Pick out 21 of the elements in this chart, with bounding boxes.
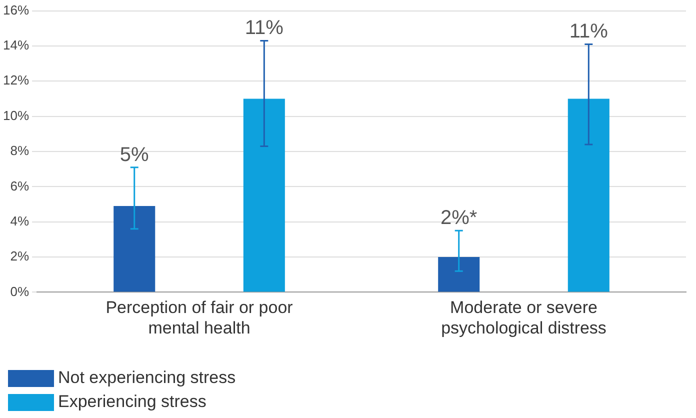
data-label: 11% xyxy=(569,20,608,43)
x-tick-label: Perception of fair or poor mental health xyxy=(106,298,294,338)
data-label: 2%* xyxy=(440,207,478,230)
y-tick-label: 4% xyxy=(10,213,30,228)
y-tick-label: 8% xyxy=(10,143,30,158)
legend-label: Experiencing stress xyxy=(58,392,206,412)
y-tick-label: 10% xyxy=(2,108,30,123)
y-tick-label: 2% xyxy=(10,248,30,264)
y-tick-label: 6% xyxy=(10,178,30,194)
y-tick-label: 0% xyxy=(10,284,30,299)
data-label: 5% xyxy=(120,144,150,166)
bar xyxy=(568,98,610,292)
y-tick-label: 14% xyxy=(2,38,30,53)
data-label: 11% xyxy=(244,17,284,40)
legend-label: Not experiencing stress xyxy=(58,368,236,388)
x-tick-label: Moderate or severe psychological distress xyxy=(441,298,606,338)
bar xyxy=(243,98,285,292)
y-tick-label: 12% xyxy=(2,72,30,88)
bar xyxy=(438,257,480,292)
y-tick-label: 16% xyxy=(2,2,30,18)
bar xyxy=(114,206,156,292)
